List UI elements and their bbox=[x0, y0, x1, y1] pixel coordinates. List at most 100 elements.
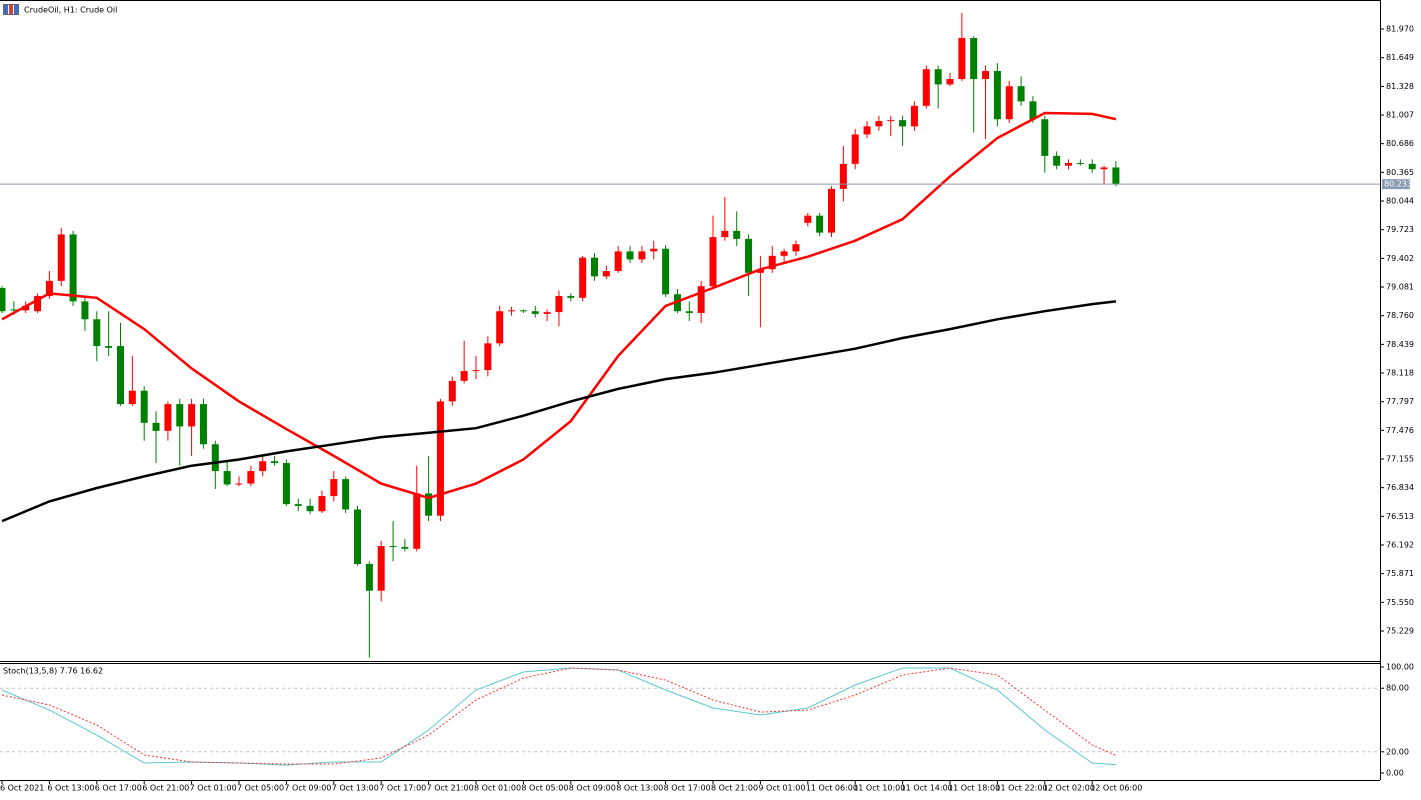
candle-body bbox=[638, 251, 646, 260]
x-tick-label: 11 Oct 14:00 bbox=[901, 784, 953, 793]
candle-body bbox=[875, 121, 883, 127]
candle-body bbox=[982, 71, 990, 80]
candle-body bbox=[365, 563, 373, 591]
candle-body bbox=[922, 69, 930, 106]
candle-body bbox=[780, 251, 788, 256]
candle-body bbox=[211, 444, 219, 472]
y-tick-label: 78.760 bbox=[1386, 311, 1414, 320]
x-tick-label: 7 Oct 01:00 bbox=[190, 784, 237, 793]
y-tick-label: 75.550 bbox=[1386, 598, 1414, 607]
candle-body bbox=[1005, 86, 1013, 120]
candle-body bbox=[247, 471, 255, 484]
candle-body bbox=[863, 126, 871, 135]
y-tick-label: 80.686 bbox=[1386, 139, 1414, 148]
candle-body bbox=[425, 493, 433, 516]
candle-body bbox=[354, 509, 361, 564]
x-tick-label: 7 Oct 05:00 bbox=[237, 784, 284, 793]
x-tick-label: 8 Oct 01:00 bbox=[474, 784, 521, 793]
candle-body bbox=[910, 105, 918, 127]
y-tick-label: 79.081 bbox=[1386, 283, 1414, 292]
x-tick-label: 8 Oct 21:00 bbox=[711, 784, 758, 793]
candle-body bbox=[697, 286, 705, 314]
x-tick-label: 12 Oct 06:00 bbox=[1090, 784, 1142, 793]
y-tick-label: 20.00 bbox=[1386, 747, 1409, 756]
moving-average bbox=[1, 111, 1117, 500]
candle-body bbox=[22, 305, 30, 311]
candle-body bbox=[199, 404, 207, 445]
candle-body bbox=[188, 404, 196, 427]
candle-body bbox=[0, 288, 6, 312]
candle-body bbox=[152, 422, 160, 431]
y-tick-label: 80.365 bbox=[1386, 168, 1414, 177]
candle-body bbox=[768, 255, 776, 270]
candle-body bbox=[377, 546, 385, 591]
x-tick-label: 6 Oct 13:00 bbox=[47, 784, 94, 793]
candle-body bbox=[745, 238, 753, 273]
last-price-label: 80.233 bbox=[1384, 180, 1412, 189]
candle-body bbox=[508, 310, 516, 312]
candle-body bbox=[342, 479, 350, 510]
x-tick-label: 6 Oct 17:00 bbox=[95, 784, 142, 793]
candle-body bbox=[946, 79, 954, 85]
candle-body bbox=[318, 496, 326, 512]
candle-body bbox=[223, 471, 231, 485]
candle-body bbox=[531, 311, 539, 314]
candle-body bbox=[721, 230, 729, 238]
x-tick-label: 7 Oct 21:00 bbox=[427, 784, 474, 793]
candle-body bbox=[1053, 155, 1061, 166]
candle-body bbox=[282, 463, 290, 505]
x-tick-label: 6 Oct 2021 bbox=[0, 784, 44, 793]
candle-body bbox=[709, 237, 717, 287]
candle-body bbox=[45, 280, 53, 297]
candle-body bbox=[591, 257, 598, 277]
candle-body bbox=[579, 257, 587, 298]
y-tick-label: 0.00 bbox=[1386, 769, 1404, 778]
y-tick-label: 78.439 bbox=[1386, 340, 1414, 349]
symbol-icon bbox=[3, 4, 19, 15]
candle-body bbox=[496, 311, 504, 344]
candle-body bbox=[1065, 162, 1072, 166]
y-tick-label: 100.00 bbox=[1386, 663, 1414, 672]
y-tick-label: 81.970 bbox=[1386, 25, 1414, 34]
candle-body bbox=[626, 251, 634, 260]
candle-body bbox=[804, 215, 812, 223]
candle-body bbox=[1112, 167, 1120, 185]
candle-body bbox=[1076, 162, 1084, 164]
candle-body bbox=[436, 401, 444, 516]
x-tick-label: 11 Oct 18:00 bbox=[948, 784, 1000, 793]
y-tick-label: 78.118 bbox=[1386, 369, 1414, 378]
candle-body bbox=[306, 505, 314, 512]
candle-body bbox=[816, 215, 824, 233]
candle-body bbox=[176, 404, 184, 427]
candle-body bbox=[1088, 163, 1096, 170]
x-tick-label: 9 Oct 01:00 bbox=[758, 784, 805, 793]
candle-body bbox=[1017, 86, 1025, 102]
candle-body bbox=[887, 120, 895, 122]
candle-body bbox=[413, 493, 421, 549]
x-tick-label: 11 Oct 06:00 bbox=[806, 784, 858, 793]
candle-body bbox=[389, 546, 397, 548]
candle-body bbox=[934, 69, 942, 85]
chart-title: CrudeOil, H1: Crude Oil bbox=[24, 6, 117, 15]
candle-body bbox=[899, 120, 907, 127]
x-tick-label: 8 Oct 09:00 bbox=[569, 784, 616, 793]
candle-body bbox=[57, 234, 65, 281]
x-tick-label: 6 Oct 21:00 bbox=[142, 784, 189, 793]
candle-body bbox=[105, 346, 113, 348]
candle-body bbox=[1029, 101, 1037, 120]
candle-body bbox=[828, 188, 835, 233]
x-tick-label: 11 Oct 22:00 bbox=[995, 784, 1047, 793]
y-tick-label: 76.192 bbox=[1386, 541, 1414, 550]
candle-body bbox=[81, 301, 89, 320]
candle-body bbox=[128, 390, 136, 405]
candle-body bbox=[448, 380, 456, 402]
last-price-box bbox=[1382, 179, 1410, 190]
candle-body bbox=[839, 163, 847, 189]
y-tick-label: 77.797 bbox=[1386, 397, 1414, 406]
candle-body bbox=[614, 251, 622, 272]
y-tick-label: 77.155 bbox=[1386, 455, 1414, 464]
candle-body bbox=[117, 346, 124, 405]
candle-body bbox=[650, 248, 658, 252]
candle-body bbox=[484, 343, 492, 371]
